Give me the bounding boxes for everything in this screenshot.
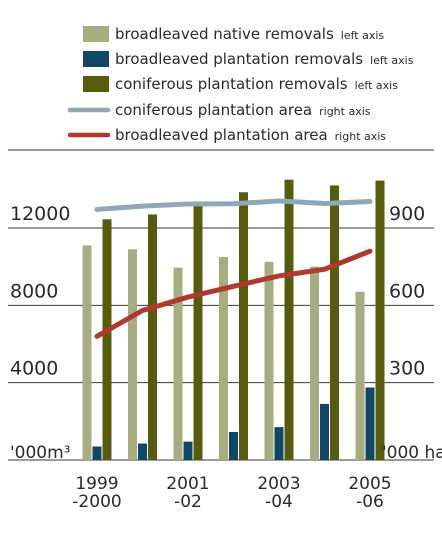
legend-label-broadleaved-plantation-area: broadleaved plantation area [115, 126, 328, 144]
legend-label-coniferous-plantation-removals: coniferous plantation removals [115, 75, 348, 93]
legend: broadleaved native removals left axis broa… [67, 25, 414, 144]
legend-note-broadleaved-plantation-area: right axis [335, 130, 387, 143]
legend-swatch-broadleaved-plantation-removals [83, 51, 109, 67]
x-tick-sublabel-2005-06: -06 [356, 492, 384, 512]
bar-coniferous-plantation-removals-2003-04 [284, 179, 294, 460]
line-coniferous-plantation-area [94, 198, 373, 212]
bars [82, 179, 385, 460]
bar-coniferous-plantation-removals-2000-01 [148, 214, 157, 460]
x-tick-sublabel-1999-2000: -2000 [72, 492, 121, 512]
left-axis: 4000 8000 12000 '000m³ [10, 203, 71, 463]
bar-broadleaved-plantation-removals-2001-02 [183, 441, 193, 460]
right-tick-label-900: 900 [389, 203, 425, 225]
x-tick-label-2003-04: 2003 [257, 474, 300, 494]
bar-broadleaved-native-removals-2002-03 [219, 257, 228, 460]
bar-broadleaved-native-removals-2005-06 [355, 291, 365, 460]
line-broadleaved-plantation-area [94, 248, 373, 339]
legend-note-coniferous-plantation-area: right axis [319, 105, 371, 118]
right-tick-label-600: 600 [389, 280, 425, 302]
bar-broadleaved-native-removals-2003-04 [264, 261, 274, 460]
x-tick-sublabel-2003-04: -04 [265, 492, 293, 512]
bar-broadleaved-plantation-removals-2005-06 [365, 387, 375, 460]
bar-coniferous-plantation-removals-1999-2000 [102, 219, 112, 460]
legend-note-coniferous-plantation-removals: left axis [355, 79, 399, 92]
x-tick-label-1999-2000: 1999 [75, 474, 118, 494]
left-tick-label-4000: 4000 [10, 358, 58, 380]
x-tick-label-2001-02: 2001 [166, 474, 209, 494]
bar-coniferous-plantation-removals-2004-05 [330, 185, 339, 460]
bar-coniferous-plantation-removals-2002-03 [239, 192, 248, 460]
right-tick-label-300: 300 [389, 358, 425, 380]
bar-broadleaved-native-removals-2000-01 [128, 249, 137, 460]
x-axis: 1999-2000 2001-02 2003-04 2005-06 [72, 474, 391, 512]
bar-broadleaved-plantation-removals-2000-01 [138, 443, 147, 460]
x-tick-sublabel-2001-02: -02 [174, 492, 202, 512]
right-axis: 300 600 900 '000 ha [382, 203, 442, 463]
legend-swatch-broadleaved-native-removals [83, 26, 109, 42]
left-tick-label-8000: 8000 [10, 280, 58, 302]
left-axis-unit: '000m³ [10, 443, 71, 463]
x-tick-label-2005-06: 2005 [348, 474, 391, 494]
bar-broadleaved-native-removals-1999-2000 [82, 245, 92, 460]
legend-swatch-coniferous-plantation-removals [83, 76, 109, 92]
legend-label-coniferous-plantation-area: coniferous plantation area [115, 101, 312, 119]
lines [94, 198, 373, 339]
legend-note-broadleaved-plantation-removals: left axis [370, 54, 414, 67]
right-axis-unit: '000 ha [382, 443, 442, 463]
bar-broadleaved-plantation-removals-2004-05 [320, 403, 329, 460]
left-tick-label-12000: 12000 [10, 203, 70, 225]
bar-coniferous-plantation-removals-2005-06 [375, 180, 385, 460]
bar-broadleaved-plantation-removals-2003-04 [274, 427, 284, 460]
legend-label-broadleaved-plantation-removals: broadleaved plantation removals [115, 50, 363, 68]
bar-broadleaved-native-removals-2001-02 [173, 267, 183, 460]
legend-note-broadleaved-native-removals: left axis [341, 29, 385, 42]
legend-label-broadleaved-native-removals: broadleaved native removals [115, 25, 334, 43]
bar-coniferous-plantation-removals-2001-02 [193, 204, 203, 460]
bar-broadleaved-plantation-removals-1999-2000 [92, 446, 102, 460]
bar-broadleaved-native-removals-2004-05 [310, 266, 319, 460]
bar-broadleaved-plantation-removals-2002-03 [229, 431, 238, 460]
